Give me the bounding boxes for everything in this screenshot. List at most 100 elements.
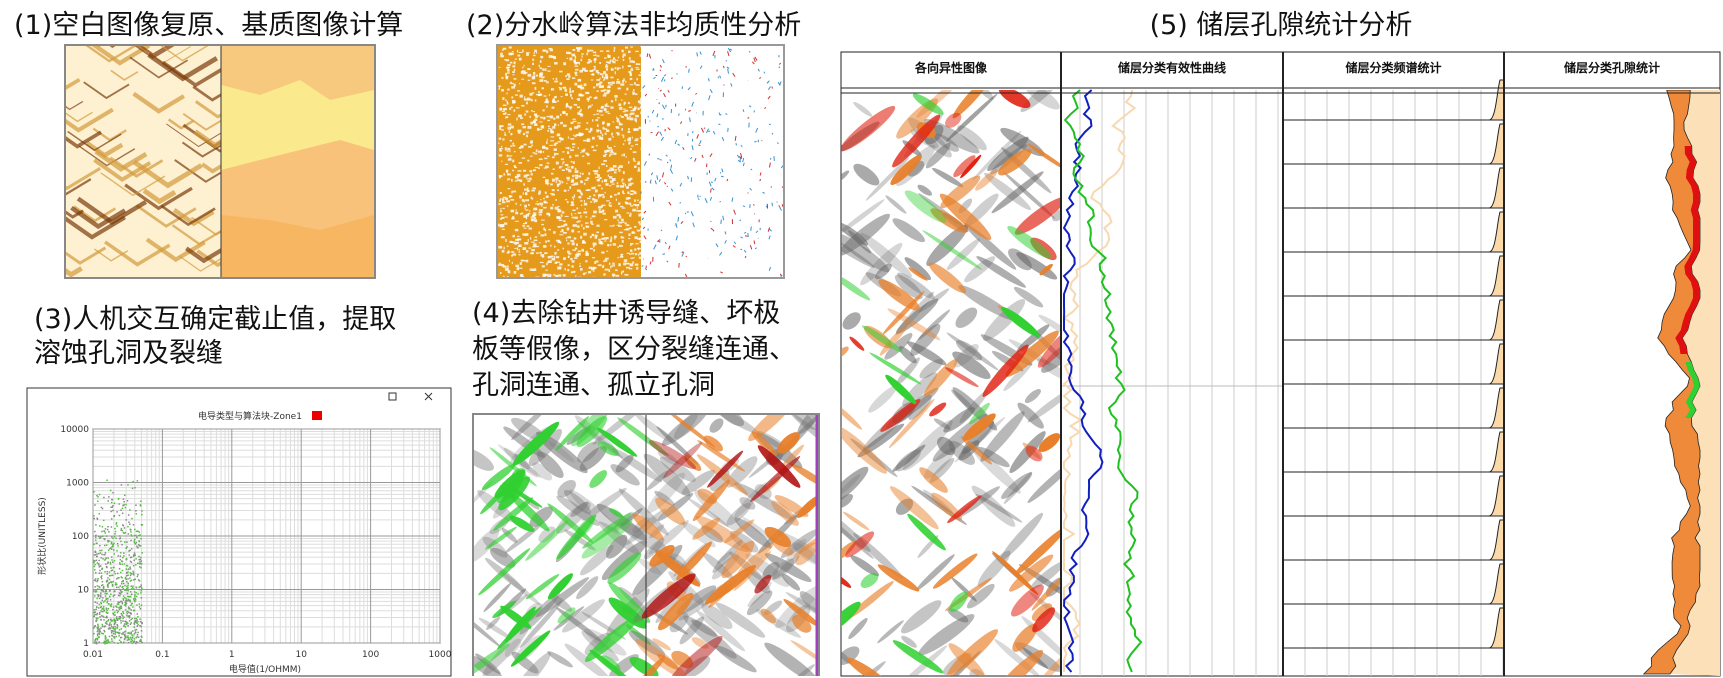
- speck: [592, 69, 594, 72]
- scatter-dot: [134, 620, 136, 622]
- scatter-dot: [138, 555, 140, 558]
- scatter-dot: [124, 620, 126, 623]
- scatter-dot: [122, 504, 124, 507]
- speck: [557, 183, 561, 186]
- speck: [507, 69, 510, 72]
- speck: [523, 200, 525, 203]
- scatter-dot: [112, 613, 115, 616]
- speck: [585, 91, 590, 95]
- speck: [626, 252, 630, 254]
- speck: [523, 143, 527, 146]
- speck: [618, 165, 623, 168]
- streak: [946, 332, 999, 371]
- speck: [664, 241, 667, 245]
- speck: [576, 189, 581, 192]
- streak: [885, 374, 917, 405]
- scatter-dot: [123, 616, 125, 618]
- streak: [606, 534, 628, 559]
- speck: [521, 78, 525, 80]
- speck: [517, 90, 521, 92]
- speck: [515, 211, 519, 215]
- scatter-dot: [134, 528, 136, 531]
- streak: [525, 574, 560, 600]
- scatter-dot: [97, 617, 99, 619]
- speck: [759, 172, 762, 176]
- speck: [544, 228, 547, 232]
- speck: [517, 238, 522, 241]
- speck: [726, 66, 730, 69]
- scatter-dot: [93, 625, 96, 628]
- scatter-dot: [110, 632, 113, 634]
- speck: [694, 158, 697, 162]
- speck: [573, 194, 576, 198]
- speck: [516, 49, 519, 53]
- speck: [515, 238, 519, 241]
- streak: [610, 464, 640, 486]
- speck: [538, 158, 543, 161]
- streak: [1024, 389, 1041, 404]
- speck: [565, 75, 567, 77]
- speck: [598, 109, 603, 113]
- speck: [579, 268, 583, 271]
- speck: [565, 237, 567, 240]
- streak: [841, 466, 869, 507]
- speck: [574, 56, 577, 59]
- speck: [594, 60, 596, 63]
- scatter-dot: [123, 637, 126, 640]
- speck: [521, 199, 525, 202]
- speck: [561, 169, 565, 172]
- speck: [550, 88, 555, 91]
- scatter-dot: [124, 584, 126, 587]
- speck: [591, 104, 593, 106]
- streak: [634, 656, 666, 676]
- speck: [532, 54, 536, 57]
- speck: [612, 57, 615, 60]
- speck: [610, 76, 614, 79]
- speck: [503, 109, 505, 111]
- speck: [612, 121, 615, 123]
- streak: [661, 415, 709, 446]
- speck: [754, 247, 757, 250]
- scatter-dot: [116, 611, 119, 614]
- speck: [611, 59, 614, 63]
- speck: [516, 117, 518, 121]
- scatter-dot: [122, 611, 124, 613]
- scatter-dot: [123, 555, 125, 557]
- scatter-dot: [114, 628, 116, 630]
- speck: [580, 215, 582, 219]
- streak: [998, 148, 1032, 176]
- streak: [733, 551, 771, 591]
- scatter-dot: [126, 585, 128, 588]
- scatter-dot: [96, 602, 98, 604]
- scatter-dot: [106, 479, 108, 482]
- speck: [628, 237, 631, 240]
- scatter-dot: [140, 500, 142, 503]
- scatter-dot: [121, 586, 123, 589]
- speck: [531, 214, 536, 218]
- scatter-dot: [118, 592, 121, 594]
- speck: [568, 106, 573, 109]
- speck: [634, 199, 636, 202]
- speck: [536, 93, 540, 96]
- speck: [621, 240, 624, 243]
- speck: [498, 137, 502, 140]
- scatter-dot: [139, 620, 142, 623]
- speck: [591, 73, 595, 76]
- streak: [509, 515, 535, 532]
- speck: [628, 71, 632, 73]
- speck: [580, 84, 583, 88]
- scatter-dot: [126, 587, 128, 590]
- speck: [661, 104, 666, 110]
- speck: [555, 161, 559, 165]
- y-tick-label: 10000: [60, 425, 89, 435]
- speck: [558, 180, 561, 182]
- speck: [767, 86, 771, 90]
- speck: [559, 82, 563, 85]
- scatter-dot: [103, 538, 105, 540]
- speck: [550, 244, 552, 247]
- speck: [539, 79, 544, 82]
- speck: [612, 165, 617, 168]
- speck: [538, 242, 541, 244]
- speck: [506, 154, 509, 158]
- scatter-dot: [125, 623, 127, 625]
